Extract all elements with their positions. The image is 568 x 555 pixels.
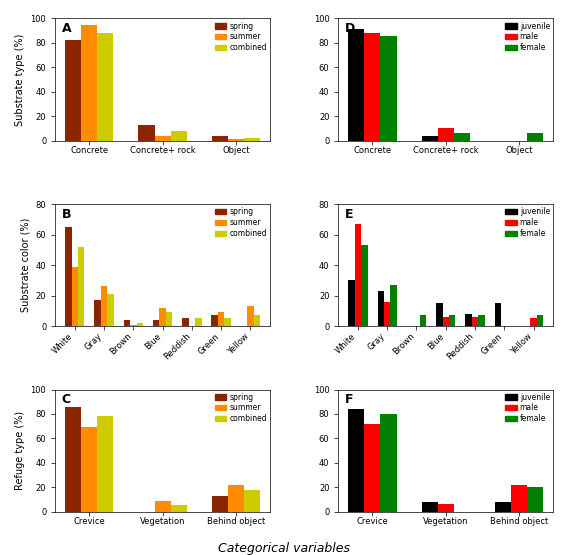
- Bar: [361, 245, 367, 326]
- Bar: [212, 496, 228, 512]
- Bar: [364, 423, 381, 512]
- Bar: [378, 291, 384, 326]
- Bar: [228, 139, 244, 140]
- Bar: [421, 502, 438, 512]
- Bar: [212, 135, 228, 140]
- Bar: [78, 247, 85, 326]
- Bar: [254, 315, 260, 326]
- Bar: [170, 131, 187, 140]
- Bar: [527, 487, 543, 512]
- Bar: [244, 490, 260, 512]
- Bar: [381, 36, 396, 140]
- Bar: [381, 414, 396, 512]
- Bar: [97, 416, 114, 512]
- Bar: [527, 133, 543, 140]
- Legend: spring, summer, combined: spring, summer, combined: [214, 206, 268, 239]
- Y-axis label: Refuge type (%): Refuge type (%): [15, 411, 25, 490]
- Bar: [182, 319, 189, 326]
- Bar: [81, 427, 97, 512]
- Bar: [354, 224, 361, 326]
- Bar: [130, 325, 136, 326]
- Bar: [384, 302, 390, 326]
- Bar: [154, 135, 170, 140]
- Text: Categorical variables: Categorical variables: [218, 542, 350, 555]
- Bar: [65, 407, 81, 512]
- Bar: [124, 320, 130, 326]
- Bar: [511, 485, 527, 512]
- Bar: [348, 280, 354, 326]
- Text: D: D: [345, 22, 355, 35]
- Text: A: A: [62, 22, 72, 35]
- Bar: [97, 33, 114, 140]
- Bar: [81, 24, 97, 140]
- Bar: [136, 323, 143, 326]
- Legend: juvenile, male, female: juvenile, male, female: [504, 392, 551, 424]
- Bar: [438, 128, 454, 140]
- Bar: [107, 294, 114, 326]
- Bar: [449, 315, 456, 326]
- Bar: [348, 409, 364, 512]
- Bar: [170, 506, 187, 512]
- Bar: [478, 315, 485, 326]
- Bar: [195, 319, 202, 326]
- Bar: [531, 319, 537, 326]
- Bar: [436, 303, 442, 326]
- Bar: [153, 320, 160, 326]
- Y-axis label: Substrate type (%): Substrate type (%): [15, 33, 25, 126]
- Bar: [228, 485, 244, 512]
- Bar: [65, 227, 72, 326]
- Bar: [224, 319, 231, 326]
- Y-axis label: Substrate color (%): Substrate color (%): [20, 218, 30, 312]
- Bar: [537, 315, 543, 326]
- Text: C: C: [62, 393, 71, 406]
- Bar: [94, 300, 101, 326]
- Bar: [438, 504, 454, 512]
- Legend: juvenile, male, female: juvenile, male, female: [504, 206, 551, 239]
- Legend: juvenile, male, female: juvenile, male, female: [504, 21, 551, 53]
- Bar: [390, 285, 397, 326]
- Bar: [101, 286, 107, 326]
- Bar: [495, 303, 501, 326]
- Bar: [348, 29, 364, 140]
- Legend: spring, summer, combined: spring, summer, combined: [214, 392, 268, 424]
- Text: E: E: [345, 208, 353, 221]
- Bar: [495, 502, 511, 512]
- Text: B: B: [62, 208, 71, 221]
- Bar: [211, 315, 218, 326]
- Bar: [166, 312, 172, 326]
- Bar: [65, 41, 81, 140]
- Bar: [72, 266, 78, 326]
- Bar: [472, 317, 478, 326]
- Bar: [247, 306, 254, 326]
- Bar: [154, 501, 170, 512]
- Bar: [160, 308, 166, 326]
- Text: F: F: [345, 393, 353, 406]
- Bar: [139, 125, 154, 140]
- Legend: spring, summer, combined: spring, summer, combined: [214, 21, 268, 53]
- Bar: [244, 138, 260, 140]
- Bar: [421, 135, 438, 140]
- Bar: [218, 312, 224, 326]
- Bar: [364, 33, 381, 140]
- Bar: [442, 317, 449, 326]
- Bar: [454, 133, 470, 140]
- Bar: [420, 315, 426, 326]
- Bar: [465, 314, 472, 326]
